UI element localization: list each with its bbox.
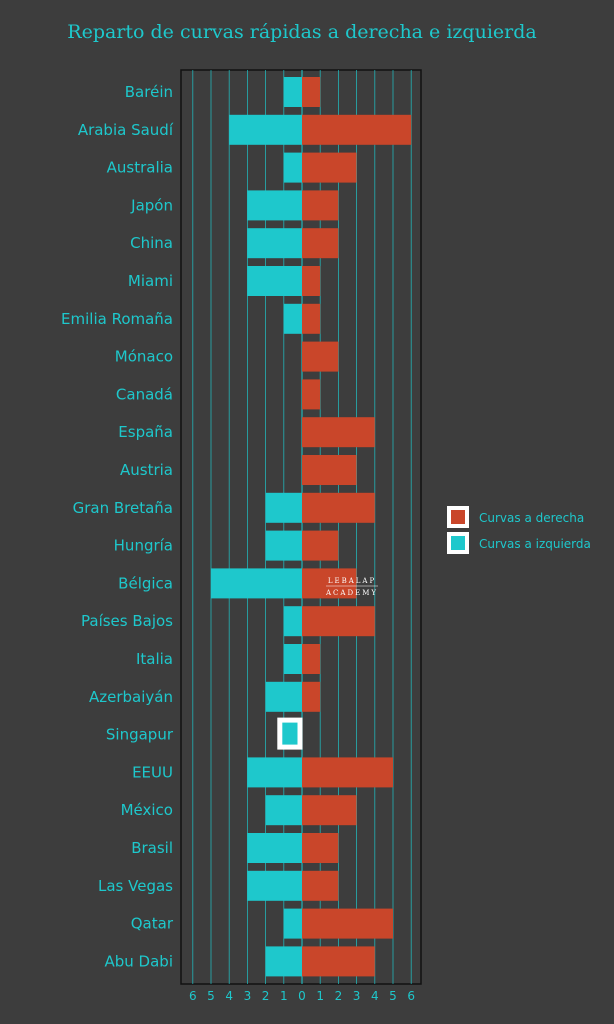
category-label: México xyxy=(121,801,173,819)
bar-right xyxy=(302,908,393,939)
category-label: Miami xyxy=(128,272,173,290)
bar-right xyxy=(302,417,375,448)
bar-right xyxy=(302,455,357,485)
x-tick-label: 1 xyxy=(280,989,288,1003)
bar-left xyxy=(283,644,302,674)
bar-left xyxy=(283,908,302,939)
x-tick-label: 5 xyxy=(207,989,215,1003)
x-tick-label: 3 xyxy=(244,989,252,1003)
bars xyxy=(211,77,412,977)
bar-left xyxy=(283,77,302,107)
legend-swatch xyxy=(447,506,469,528)
watermark-line1: LEBALAP xyxy=(328,577,376,585)
category-label: España xyxy=(118,423,173,441)
bar-left-highlight xyxy=(277,717,303,750)
bar-left xyxy=(247,266,302,296)
category-label: Bélgica xyxy=(118,574,173,592)
bar-right xyxy=(302,833,339,863)
bar-right xyxy=(302,870,339,901)
plot-frame xyxy=(180,69,422,985)
bar-right xyxy=(302,492,375,523)
bar-right xyxy=(302,77,321,107)
bar-right xyxy=(302,190,339,221)
bar-left xyxy=(229,114,302,145)
bar-right xyxy=(302,946,375,977)
category-label: Las Vegas xyxy=(98,877,173,895)
bar-left xyxy=(247,870,302,901)
x-tick-label: 4 xyxy=(225,989,233,1003)
bar-right xyxy=(302,152,357,183)
category-label: Arabia Saudí xyxy=(78,121,174,139)
x-tick-label: 4 xyxy=(371,989,379,1003)
bar-right xyxy=(302,530,339,561)
category-label: Singapur xyxy=(106,726,174,744)
x-tick-label: 6 xyxy=(189,989,197,1003)
bar-left xyxy=(265,530,302,561)
bar-left xyxy=(247,190,302,221)
legend-label: Curvas a izquierda xyxy=(479,537,591,551)
x-tick-label: 1 xyxy=(316,989,324,1003)
bar-left xyxy=(247,228,302,259)
category-label: Hungría xyxy=(114,537,173,555)
bar-left xyxy=(265,946,302,977)
bar-right xyxy=(302,341,339,372)
bar-left xyxy=(211,568,302,599)
bar-right xyxy=(302,379,321,410)
bar-right xyxy=(302,757,393,788)
x-tick-label: 5 xyxy=(389,989,397,1003)
category-label: Italia xyxy=(136,650,173,668)
bar-right xyxy=(302,644,321,674)
watermark-logo: LEBALAP ACADEMY xyxy=(325,577,378,597)
category-label: Qatar xyxy=(131,915,174,933)
category-label: Canadá xyxy=(116,385,173,403)
bar-left xyxy=(283,152,302,183)
category-label: Mónaco xyxy=(115,348,173,366)
bar-right xyxy=(302,266,321,296)
bar-left xyxy=(265,795,302,826)
x-tick-label: 6 xyxy=(407,989,415,1003)
category-label: Austria xyxy=(120,461,173,479)
bar-right xyxy=(302,228,339,259)
bar-right xyxy=(302,114,412,145)
x-tick-label: 0 xyxy=(298,989,306,1003)
bar-left xyxy=(283,606,302,637)
category-label: Emilia Romaña xyxy=(61,310,173,328)
category-label: EEUU xyxy=(132,763,173,781)
chart-title: Reparto de curvas rápidas a derecha e iz… xyxy=(67,21,536,43)
legend: Curvas a derecha Curvas a izquierda xyxy=(447,506,591,554)
category-label: Brasil xyxy=(131,839,173,857)
x-tick-label: 2 xyxy=(335,989,343,1003)
bar-left xyxy=(247,757,302,788)
category-label: Abu Dabi xyxy=(105,952,174,970)
legend-swatch xyxy=(447,532,469,554)
bar-right xyxy=(302,606,375,637)
bar-left xyxy=(265,681,302,712)
bar-right xyxy=(302,303,321,334)
category-label: Baréin xyxy=(125,83,173,101)
x-tick-label: 3 xyxy=(353,989,361,1003)
category-label: Gran Bretaña xyxy=(73,499,173,517)
bar-left xyxy=(283,303,302,334)
bar-right xyxy=(302,681,321,712)
category-label: Azerbaiyán xyxy=(89,688,173,706)
legend-label: Curvas a derecha xyxy=(479,511,584,525)
watermark-line2: ACADEMY xyxy=(325,589,378,597)
category-label: Países Bajos xyxy=(81,612,173,630)
category-label: Japón xyxy=(130,196,173,214)
bar-left xyxy=(247,833,302,863)
bar-right xyxy=(302,568,357,599)
grid-lines xyxy=(192,70,412,984)
category-labels: Baréin Arabia Saudí Australia Japón China Mia… xyxy=(61,83,174,970)
x-tick-label: 2 xyxy=(262,989,270,1003)
category-label: China xyxy=(130,234,173,252)
category-label: Australia xyxy=(107,159,173,177)
bar-left xyxy=(265,492,302,523)
bar-right xyxy=(302,795,357,826)
